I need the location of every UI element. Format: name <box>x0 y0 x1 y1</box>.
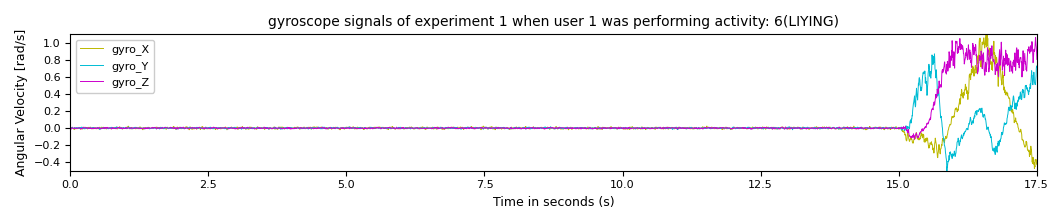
gyro_Y <box>928 53 941 55</box>
gyro_X <box>944 123 957 126</box>
gyro_Y <box>571 126 584 129</box>
gyro_Z <box>909 138 921 141</box>
gyro_X <box>529 127 542 130</box>
gyro_Y <box>64 127 77 130</box>
gyro_Z <box>529 127 542 129</box>
Line: gyro_Y: gyro_Y <box>70 54 1053 172</box>
gyro_Z <box>562 127 575 129</box>
gyro_X <box>562 128 575 131</box>
gyro_Z <box>637 127 650 129</box>
gyro_Y <box>529 127 542 129</box>
Y-axis label: Angular Velocity [rad/s]: Angular Velocity [rad/s] <box>15 29 28 176</box>
Line: gyro_Z: gyro_Z <box>70 37 1053 139</box>
Line: gyro_X: gyro_X <box>70 34 1053 177</box>
gyro_Y <box>637 127 650 129</box>
gyro_Z <box>1029 36 1042 39</box>
gyro_Z <box>571 127 584 129</box>
gyro_X <box>302 127 315 129</box>
gyro_Z <box>944 60 957 62</box>
gyro_Z <box>1047 66 1060 69</box>
gyro_Y <box>302 128 315 130</box>
gyro_Y <box>562 127 575 129</box>
gyro_Z <box>302 127 315 129</box>
gyro_X <box>980 32 993 35</box>
gyro_Y <box>1047 70 1060 72</box>
gyro_X <box>64 127 77 129</box>
gyro_Y <box>945 152 958 155</box>
gyro_X <box>637 127 650 129</box>
Title: gyroscope signals of experiment 1 when user 1 was performing activity: 6(LIYING): gyroscope signals of experiment 1 when u… <box>268 15 839 29</box>
gyro_X <box>1047 162 1060 165</box>
gyro_X <box>571 127 584 130</box>
X-axis label: Time in seconds (s): Time in seconds (s) <box>493 196 614 209</box>
gyro_Z <box>64 127 77 129</box>
gyro_X <box>1041 175 1053 178</box>
Legend: gyro_X, gyro_Y, gyro_Z: gyro_X, gyro_Y, gyro_Z <box>76 40 154 93</box>
gyro_Y <box>941 170 953 173</box>
